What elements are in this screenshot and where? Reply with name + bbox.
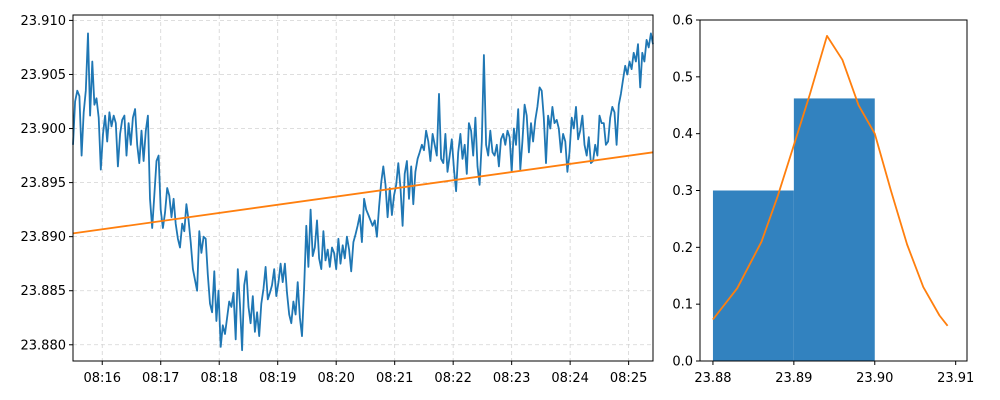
x-tick-label: 08:18 <box>200 371 237 386</box>
y-tick-label: 23.905 <box>21 68 67 83</box>
x-tick-label: 08:25 <box>610 371 647 386</box>
x-tick-label: 08:21 <box>376 371 413 386</box>
x-tick-label: 08:24 <box>551 371 588 386</box>
x-tick-label: 08:17 <box>142 371 179 386</box>
price-series-line <box>72 32 654 352</box>
x-tick-label: 23.89 <box>775 371 812 386</box>
x-tick-label: 08:16 <box>84 371 121 386</box>
y-tick-label: 0.5 <box>672 70 693 85</box>
density-curve <box>712 35 949 327</box>
y-tick-label: 0.0 <box>672 355 693 370</box>
y-tick-label: 0.1 <box>672 298 693 313</box>
plot-frame <box>72 14 654 362</box>
x-tick-label: 08:20 <box>317 371 354 386</box>
y-tick-label: 23.895 <box>21 176 67 191</box>
time-series-chart: 08:16 08:17 08:18 08:19 08:20 08:21 08:22 08:23… <box>21 14 654 386</box>
x-tick-label: 08:19 <box>259 371 296 386</box>
x-tick-label: 08:22 <box>434 371 471 386</box>
y-tick-label: 23.890 <box>21 230 67 245</box>
histogram-bar <box>712 190 794 361</box>
x-tick-label: 08:23 <box>493 371 530 386</box>
y-tick-label: 0.2 <box>672 241 693 256</box>
y-tick-label: 23.900 <box>21 122 67 137</box>
histogram-chart: 23.88 23.89 23.90 23.91 0.0 0.1 0.2 0.3 0.4 0.5 0.… <box>672 14 974 387</box>
y-tick-label: 23.885 <box>21 284 67 299</box>
y-tick-label: 0.6 <box>672 14 693 29</box>
x-tick-label: 23.88 <box>694 371 731 386</box>
y-tick-label: 0.4 <box>672 127 693 142</box>
x-tick-label: 23.90 <box>856 371 893 386</box>
y-tick-label: 0.3 <box>672 184 693 199</box>
plot-frame <box>699 19 968 362</box>
y-tick-label: 23.910 <box>21 14 67 29</box>
y-tick-label: 23.880 <box>21 338 67 353</box>
x-tick-label: 23.91 <box>937 371 974 386</box>
histogram-bar <box>793 98 875 362</box>
trend-line <box>72 151 654 235</box>
